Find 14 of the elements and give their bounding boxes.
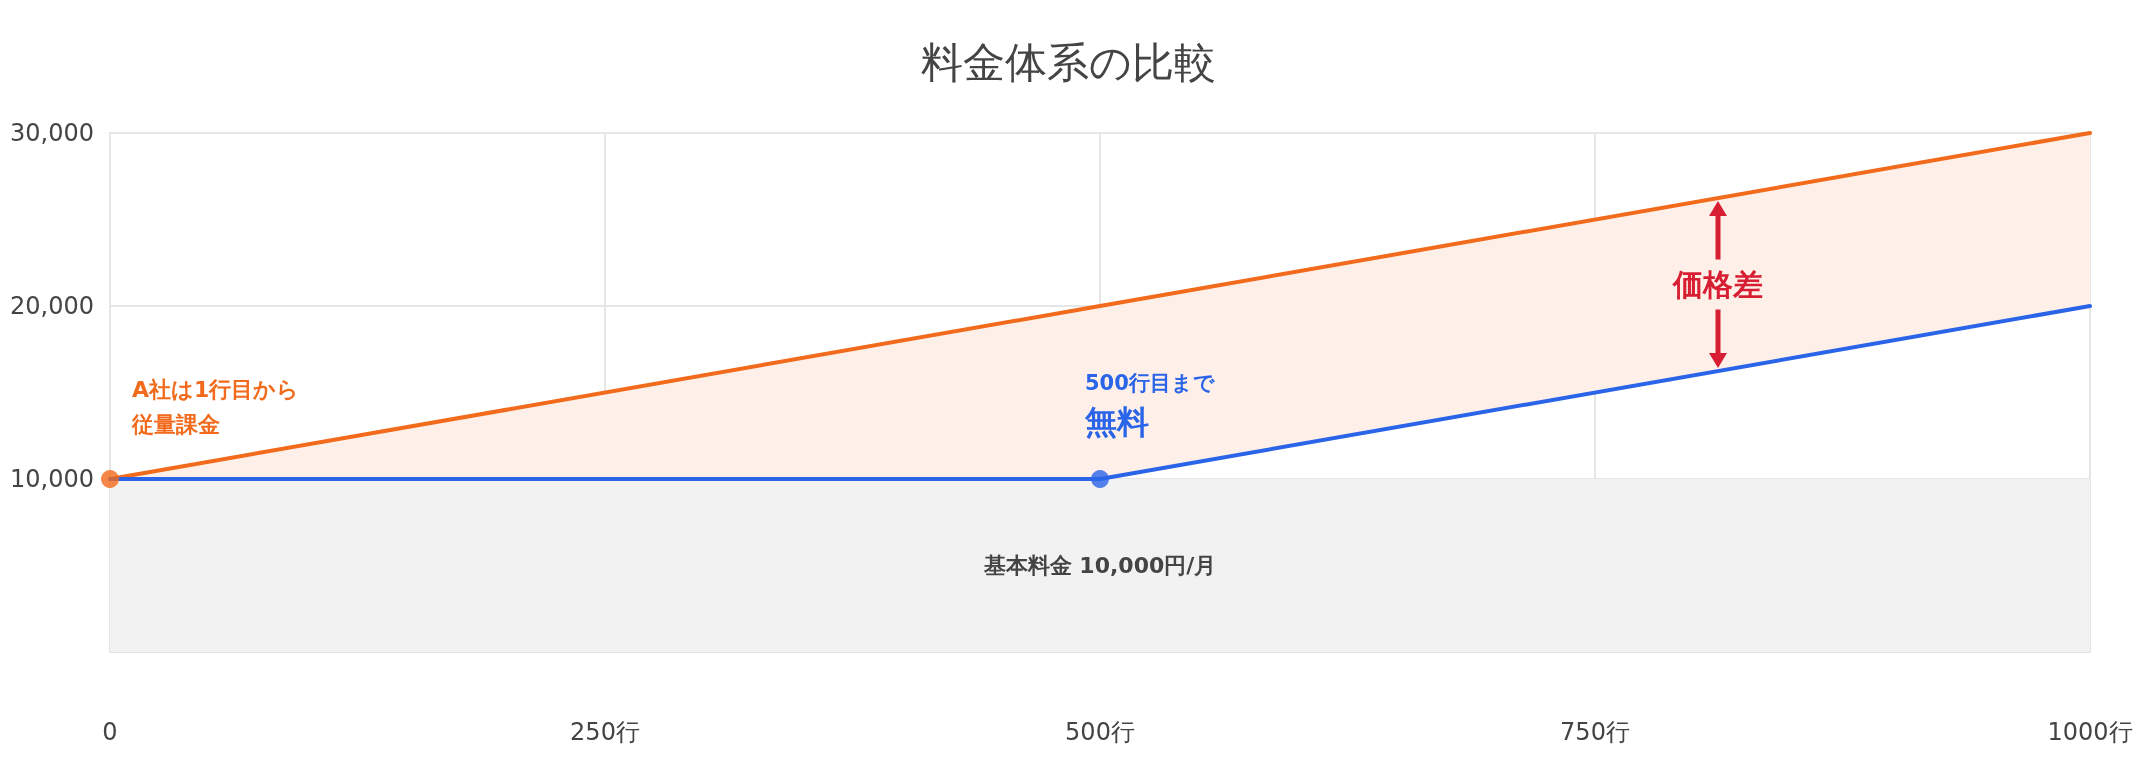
x-tick-label: 500行 (1065, 718, 1135, 746)
band-label: 基本料金 10,000円/月 (982, 553, 1217, 578)
annotation: 500行目まで (1085, 371, 1215, 395)
annotation: A社は1行目から従量課金 (131, 377, 300, 437)
y-tick-label: 10,000 (10, 465, 94, 493)
x-tick-label: 750行 (1560, 718, 1630, 746)
x-tick-label: 1000行 (2047, 718, 2133, 746)
annotation: 価格差 (1672, 267, 1763, 303)
annotation: 無料 (1084, 403, 1149, 441)
y-tick-label: 20,000 (10, 292, 94, 320)
y-tick-label: 30,000 (10, 119, 94, 147)
x-tick-label: 0 (102, 718, 118, 746)
x-tick-label: 250行 (570, 718, 640, 746)
chart-title: 料金体系の比較 (920, 37, 1216, 87)
